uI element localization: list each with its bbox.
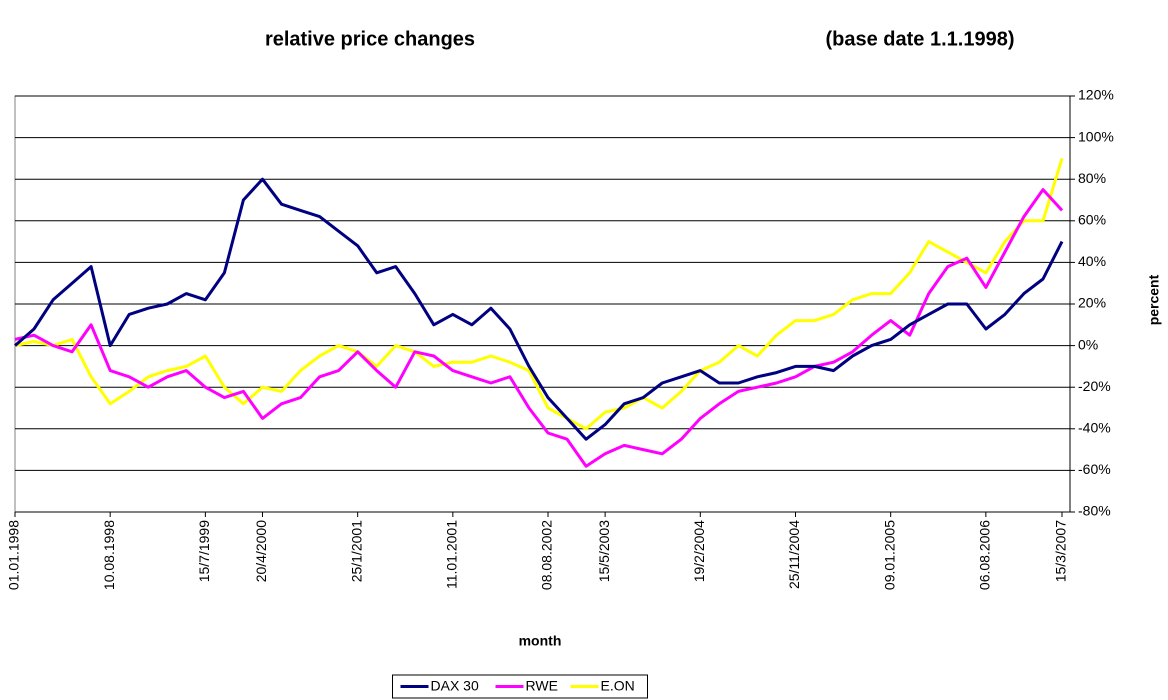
y-tick-label: -20% bbox=[1078, 378, 1111, 394]
x-tick-label: 06.08.2006 bbox=[977, 520, 993, 590]
x-tick-label: 10.08.1998 bbox=[101, 520, 117, 590]
x-tick-label: 11.01.2001 bbox=[444, 520, 460, 589]
x-tick-label: 15/7/1999 bbox=[196, 520, 212, 582]
chart-subtitle: (base date 1.1.1998) bbox=[826, 28, 1015, 50]
x-tick-label: 09.01.2005 bbox=[881, 520, 897, 590]
legend-label: E.ON bbox=[601, 678, 635, 694]
y-axis-label: percent bbox=[1146, 274, 1162, 325]
y-tick-label: 60% bbox=[1078, 212, 1106, 228]
series-line bbox=[14, 177, 1064, 441]
x-tick-label: 25/1/2001 bbox=[348, 520, 364, 582]
x-tick-label: 15/3/2007 bbox=[1053, 520, 1069, 582]
x-tick-label: 01.01.1998 bbox=[6, 520, 22, 590]
x-tick-label: 25/11/2004 bbox=[786, 520, 802, 589]
y-tick-label: 20% bbox=[1078, 295, 1106, 311]
x-tick-label: 20/4/2000 bbox=[253, 520, 269, 582]
y-tick-label: -40% bbox=[1078, 420, 1111, 436]
legend-label: RWE bbox=[526, 678, 558, 694]
series-line bbox=[14, 157, 1064, 431]
x-axis-label: month bbox=[519, 633, 562, 649]
y-tick-label: 40% bbox=[1078, 253, 1106, 269]
y-tick-label: 120% bbox=[1078, 87, 1114, 103]
x-tick-label: 08.08.2002 bbox=[539, 520, 555, 590]
x-tick-label: 15/5/2003 bbox=[596, 520, 612, 582]
x-tick-label: 19/2/2004 bbox=[691, 520, 707, 582]
series-line bbox=[14, 188, 1064, 468]
y-tick-label: 100% bbox=[1078, 128, 1114, 144]
y-tick-label: -60% bbox=[1078, 461, 1111, 477]
chart-title: relative price changes bbox=[265, 28, 475, 50]
legend-label: DAX 30 bbox=[431, 678, 479, 694]
y-tick-label: 80% bbox=[1078, 170, 1106, 186]
y-tick-label: 0% bbox=[1078, 336, 1098, 352]
y-tick-label: -80% bbox=[1078, 503, 1111, 519]
